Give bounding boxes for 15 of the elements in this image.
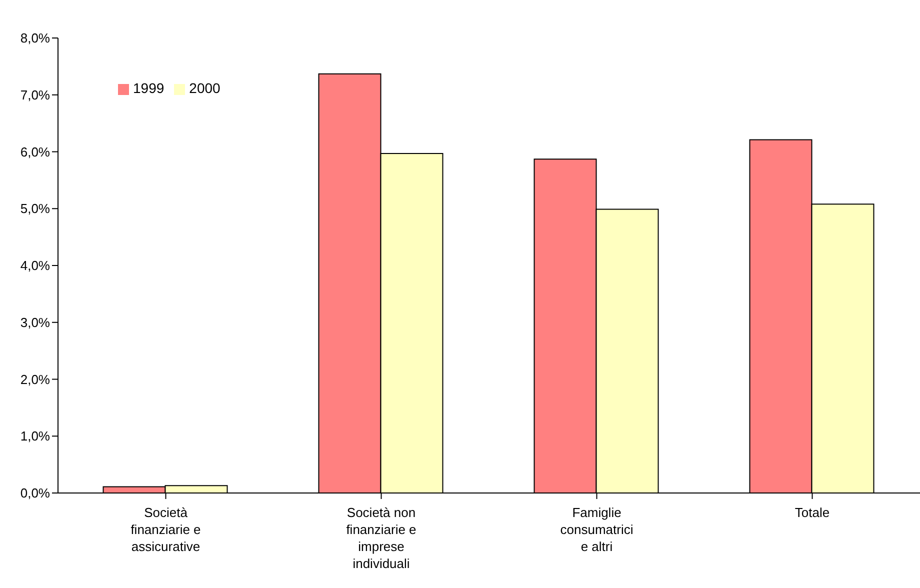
y-tick-label: 0,0%: [20, 486, 50, 501]
x-tick-label: Famiglie consumatrici e altri: [560, 505, 634, 554]
y-tick-label: 4,0%: [20, 258, 50, 274]
y-tick-label: 8,0%: [20, 30, 50, 46]
y-tick-label: 6,0%: [20, 144, 50, 160]
legend-label: 2000: [189, 80, 220, 96]
x-tick-label: Totale: [794, 505, 830, 520]
x-tick-label: Società non finanziarie e imprese individuali: [346, 505, 416, 571]
y-tick-label: 1,0%: [20, 428, 50, 444]
y-tick-label: 2,0%: [20, 372, 50, 387]
legend-label: 1999: [133, 80, 164, 96]
y-tick-label: 5,0%: [20, 201, 50, 216]
y-tick-label: 7,0%: [20, 87, 50, 102]
y-tick-label: 3,0%: [20, 314, 50, 330]
x-tick-label: Società finanziarie e assicurative: [130, 505, 201, 554]
